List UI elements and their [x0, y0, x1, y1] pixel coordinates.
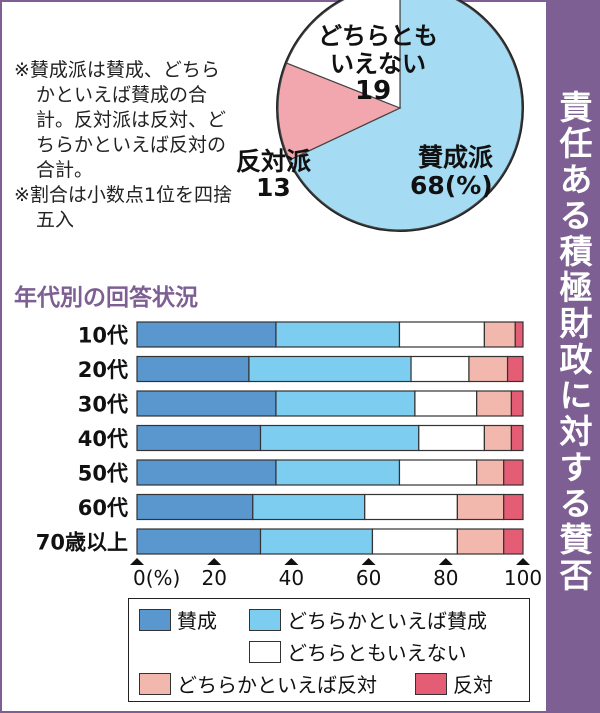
bar-segment — [510, 424, 524, 452]
tick-mark — [438, 558, 453, 565]
bar-segment — [410, 355, 470, 383]
bar-segment — [503, 528, 524, 555]
pie-label-neutral-2: いえない — [330, 50, 426, 78]
notes: ※賛成派は賛成、どちらかといえば賛成の合計。反対派は反対、どちらかといえば反対の… — [14, 58, 234, 233]
note-1: ※賛成派は賛成、どちらかといえば賛成の合計。反対派は反対、どちらかといえば反対の… — [14, 59, 227, 181]
tick-label: 80 — [433, 566, 458, 590]
legend: 賛成 どちらかといえば賛成 どちらともいえない どちらかといえば反対 反対 — [128, 598, 530, 702]
tick-mark — [361, 558, 376, 565]
bar-segment — [259, 528, 374, 555]
legend-swatch — [249, 640, 281, 663]
bar-segment — [506, 355, 524, 383]
bar-segment — [364, 493, 458, 521]
pie-value-neutral: 19 — [355, 76, 391, 106]
bar-segment — [514, 321, 524, 348]
bar-segment — [503, 493, 524, 521]
bar-segment — [414, 390, 478, 417]
bar-segment — [136, 528, 262, 555]
pie-value-support: 68(%) — [410, 171, 493, 200]
legend-swatch — [249, 608, 281, 631]
bar-segment — [136, 459, 277, 486]
tick-mark — [516, 558, 530, 565]
pie-value-oppose: 13 — [256, 173, 291, 202]
category-label: 20代 — [78, 358, 128, 382]
side-band — [546, 0, 600, 713]
tick-mark — [130, 558, 144, 565]
tick-label: 20 — [201, 566, 226, 590]
bar-segment — [275, 390, 416, 417]
legend-label: どちらかといえば賛成 — [287, 609, 487, 633]
category-label: 10代 — [78, 324, 128, 348]
legend-item-neutral: どちらともいえない — [249, 637, 467, 666]
legend-label: 賛成 — [177, 609, 217, 633]
bar-segment — [136, 355, 250, 383]
bar-segment — [371, 528, 458, 555]
bar-segment — [398, 321, 486, 348]
legend-item-lean-support: どちらかといえば賛成 — [249, 605, 487, 634]
category-label: 70歳以上 — [36, 531, 128, 555]
tick-mark — [284, 558, 299, 565]
tick-label: 60 — [356, 566, 381, 590]
tick-mark — [207, 558, 222, 565]
pie-slice — [285, 0, 401, 109]
side-title: 責任ある積極財政に対する賛否 — [554, 90, 593, 594]
bar-segment — [398, 459, 478, 486]
bar-segment — [456, 528, 505, 555]
legend-label: 反対 — [453, 673, 493, 697]
bar-segment — [483, 321, 516, 348]
bar-segment — [483, 424, 513, 452]
bar-segment — [259, 424, 420, 452]
tick-label: 0(%) — [133, 566, 180, 590]
category-label: 50代 — [78, 462, 128, 486]
bar-segment — [275, 321, 401, 348]
legend-label: どちらかといえば反対 — [177, 673, 377, 697]
legend-swatch — [415, 672, 447, 695]
legend-item-lean-oppose: どちらかといえば反対 — [139, 669, 377, 698]
bar-segment — [248, 355, 412, 383]
legend-swatch — [139, 672, 171, 695]
category-label: 30代 — [78, 393, 128, 417]
bar-segment — [418, 424, 486, 452]
tick-label: 100 — [504, 566, 542, 590]
bar-segment — [252, 493, 366, 521]
bar-segment — [136, 390, 277, 417]
tick-label: 40 — [279, 566, 304, 590]
bar-segment — [476, 390, 513, 417]
legend-label: どちらともいえない — [287, 641, 467, 665]
bar-segment — [456, 493, 505, 521]
bar-segment — [468, 355, 509, 383]
bar-segment — [136, 493, 254, 521]
category-label: 60代 — [78, 496, 128, 520]
bar-segment — [136, 321, 277, 348]
legend-item-support: 賛成 — [139, 605, 217, 634]
bar-segment — [476, 459, 505, 486]
bar-segment — [275, 459, 401, 486]
note-2: ※割合は小数点1位を四捨五入 — [14, 184, 233, 231]
bar-segment — [503, 459, 524, 486]
pie-slice — [277, 62, 402, 161]
bar-segment — [510, 390, 524, 417]
legend-item-oppose: 反対 — [415, 669, 493, 698]
pie-slice — [288, 0, 523, 231]
bar-segment — [136, 424, 262, 452]
bar-chart-title: 年代別の回答状況 — [14, 285, 198, 311]
category-label: 40代 — [78, 427, 128, 451]
pie-label-oppose: 反対派 — [236, 147, 311, 176]
legend-swatch — [139, 608, 171, 631]
pie-label-neutral-1: どちらとも — [318, 22, 438, 50]
pie-label-support: 賛成派 — [418, 143, 493, 172]
